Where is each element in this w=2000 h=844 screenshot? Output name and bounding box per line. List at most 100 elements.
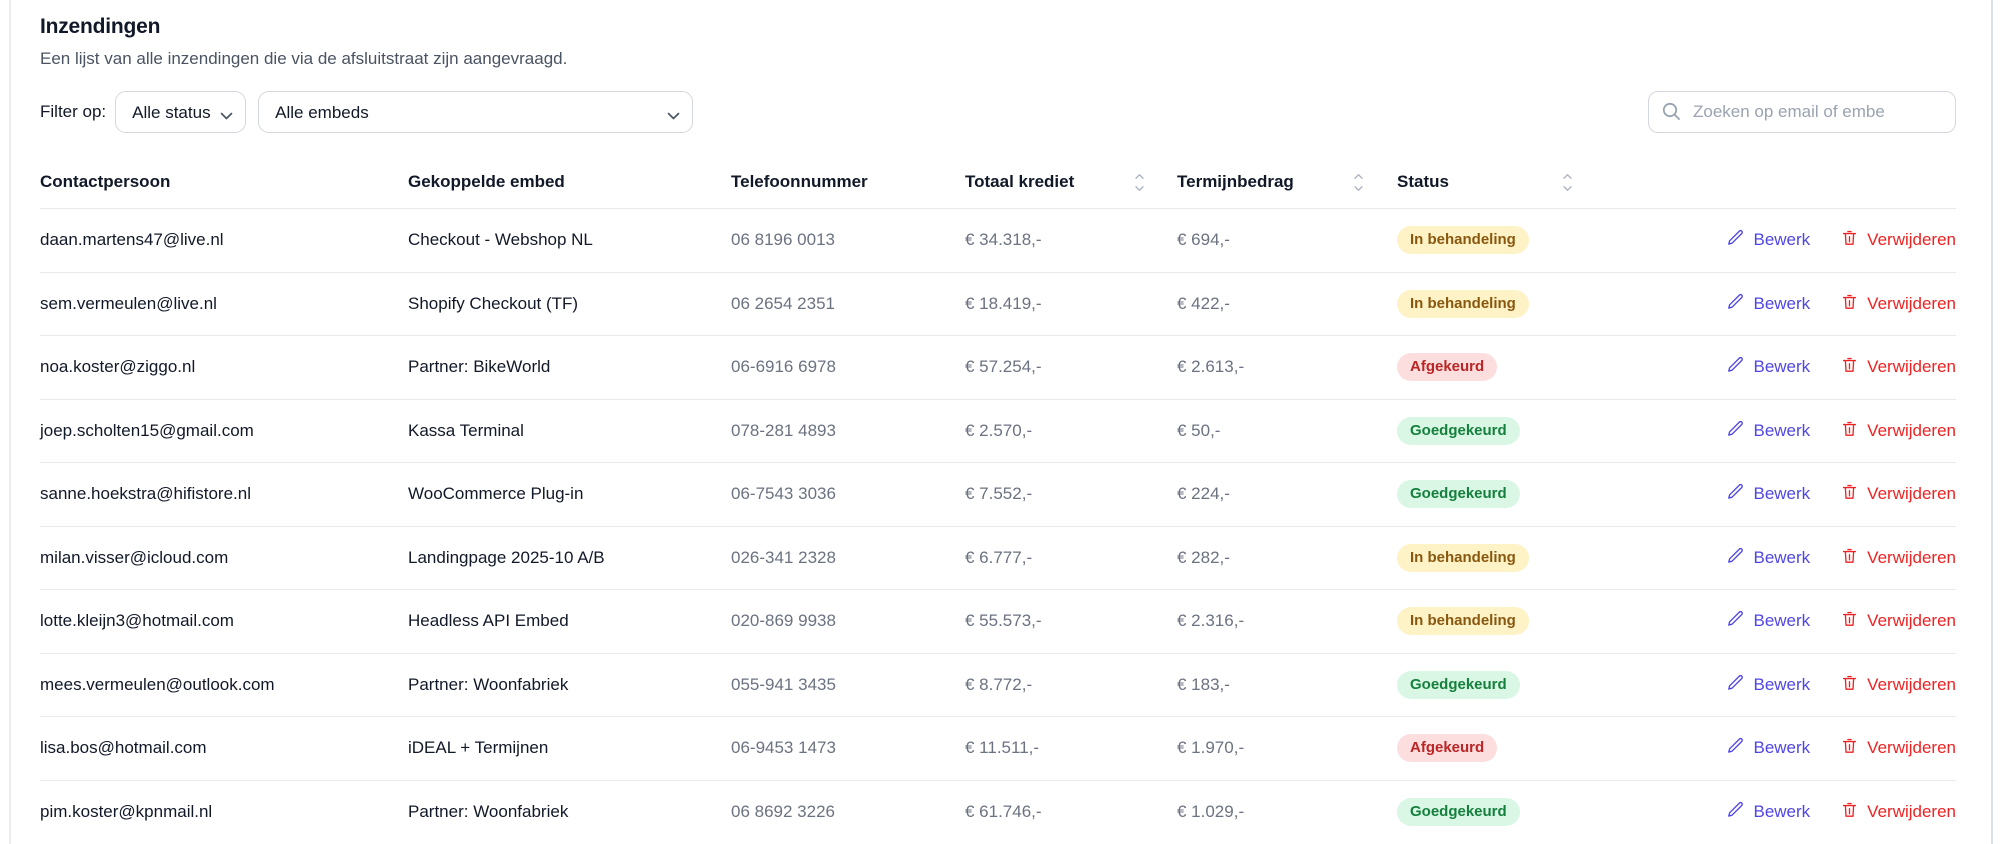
edit-label: Bewerk (1753, 547, 1811, 567)
edit-label: Bewerk (1753, 738, 1811, 758)
delete-button[interactable]: Verwijderen (1840, 546, 1956, 570)
table-row: daan.martens47@live.nl Checkout - Websho… (40, 208, 1956, 272)
col-header-status: Status (1397, 172, 1631, 192)
edit-button[interactable]: Bewerk (1726, 546, 1810, 570)
total-credit: € 11.511,- (965, 738, 1040, 758)
status-cell: In behandeling (1397, 226, 1631, 255)
linked-embed: Partner: Woonfabriek (408, 674, 569, 694)
phone-number: 06 8196 0013 (731, 230, 835, 250)
status-badge: In behandeling (1397, 226, 1529, 255)
status-cell: In behandeling (1397, 607, 1631, 636)
edit-button[interactable]: Bewerk (1726, 228, 1810, 252)
linked-embed: Partner: BikeWorld (408, 357, 551, 377)
contact-email: mees.vermeulen@outlook.com (40, 674, 275, 694)
total-credit: € 18.419,- (965, 293, 1042, 313)
edit-button[interactable]: Bewerk (1726, 609, 1810, 633)
contact-email: lisa.bos@hotmail.com (40, 738, 207, 758)
pencil-icon (1726, 546, 1745, 570)
delete-label: Verwijderen (1867, 293, 1956, 313)
embed-filter-select[interactable]: Alle embeds (258, 91, 694, 133)
status-badge: Goedgekeurd (1397, 797, 1520, 826)
contact-email: pim.koster@kpnmail.nl (40, 801, 213, 821)
delete-button[interactable]: Verwijderen (1840, 736, 1956, 760)
status-filter-select[interactable]: Alle statussen (115, 91, 247, 133)
table-row: milan.visser@icloud.com Landingpage 2025… (40, 525, 1956, 590)
edit-button[interactable]: Bewerk (1726, 800, 1810, 824)
term-amount: € 183,- (1177, 674, 1230, 694)
pencil-icon (1726, 673, 1745, 697)
delete-button[interactable]: Verwijderen (1840, 482, 1956, 506)
status-badge: In behandeling (1397, 607, 1529, 636)
total-credit: € 34.318,- (965, 230, 1042, 250)
table-row: noa.koster@ziggo.nl Partner: BikeWorld 0… (40, 335, 1956, 399)
delete-button[interactable]: Verwijderen (1840, 673, 1956, 697)
table-row: lisa.bos@hotmail.com iDEAL + Termijnen 0… (40, 716, 1956, 780)
linked-embed: Landingpage 2025-10 A/B (408, 547, 605, 567)
edit-label: Bewerk (1753, 420, 1811, 440)
sort-icon[interactable] (1562, 173, 1573, 192)
edit-label: Bewerk (1753, 293, 1811, 313)
trash-icon (1840, 546, 1859, 570)
table-header: Contactpersoon Gekoppelde embed Telefoon… (40, 158, 1956, 208)
term-amount: € 224,- (1177, 484, 1230, 504)
delete-button[interactable]: Verwijderen (1840, 609, 1956, 633)
total-credit: € 6.777,- (965, 547, 1033, 567)
row-actions: Bewerk Verwijderen (1631, 736, 1956, 760)
row-actions: Bewerk Verwijderen (1631, 546, 1956, 570)
linked-embed: Shopify Checkout (TF) (408, 293, 579, 313)
col-header-credit-label: Totaal krediet (965, 172, 1075, 191)
edit-button[interactable]: Bewerk (1726, 736, 1810, 760)
phone-number: 06-9453 1473 (731, 738, 836, 758)
linked-embed: WooCommerce Plug-in (408, 484, 584, 504)
total-credit: € 55.573,- (965, 611, 1042, 631)
trash-icon (1840, 609, 1859, 633)
term-amount: € 1.970,- (1177, 738, 1245, 758)
trash-icon (1840, 419, 1859, 443)
delete-button[interactable]: Verwijderen (1840, 292, 1956, 316)
page-subtitle: Een lijst van alle inzendingen die via d… (40, 49, 568, 68)
pencil-icon (1726, 482, 1745, 506)
table-row: joep.scholten15@gmail.com Kassa Terminal… (40, 398, 1956, 463)
trash-icon (1840, 482, 1859, 506)
delete-label: Verwijderen (1867, 674, 1956, 694)
phone-number: 06 2654 2351 (731, 293, 835, 313)
search-input[interactable] (1648, 91, 1956, 133)
status-badge: Goedgekeurd (1397, 670, 1520, 699)
total-credit: € 2.570,- (965, 420, 1033, 440)
edit-button[interactable]: Bewerk (1726, 673, 1810, 697)
edit-button[interactable]: Bewerk (1726, 355, 1810, 379)
pencil-icon (1726, 419, 1745, 443)
edit-button[interactable]: Bewerk (1726, 419, 1810, 443)
trash-icon (1840, 673, 1859, 697)
contact-email: sanne.hoekstra@hifistore.nl (40, 484, 251, 504)
delete-label: Verwijderen (1867, 611, 1956, 631)
delete-label: Verwijderen (1867, 738, 1956, 758)
term-amount: € 282,- (1177, 547, 1230, 567)
delete-button[interactable]: Verwijderen (1840, 419, 1956, 443)
delete-button[interactable]: Verwijderen (1840, 228, 1956, 252)
delete-label: Verwijderen (1867, 420, 1956, 440)
edit-label: Bewerk (1753, 674, 1811, 694)
col-header-embed: Gekoppelde embed (408, 172, 565, 191)
status-badge: Afgekeurd (1397, 734, 1498, 763)
edit-label: Bewerk (1753, 357, 1811, 377)
pencil-icon (1726, 736, 1745, 760)
sort-icon[interactable] (1353, 173, 1364, 192)
status-badge: Afgekeurd (1397, 353, 1498, 382)
contact-email: milan.visser@icloud.com (40, 547, 229, 567)
delete-button[interactable]: Verwijderen (1840, 355, 1956, 379)
term-amount: € 694,- (1177, 230, 1230, 250)
panel-left-edge (9, 0, 11, 844)
edit-button[interactable]: Bewerk (1726, 482, 1810, 506)
col-header-credit: Totaal krediet (965, 172, 1177, 192)
search-icon (1661, 101, 1682, 127)
linked-embed: Partner: Woonfabriek (408, 801, 569, 821)
edit-label: Bewerk (1753, 611, 1811, 631)
delete-button[interactable]: Verwijderen (1840, 800, 1956, 824)
phone-number: 026-341 2328 (731, 547, 836, 567)
status-badge: In behandeling (1397, 543, 1529, 572)
sort-icon[interactable] (1134, 173, 1145, 192)
row-actions: Bewerk Verwijderen (1631, 292, 1956, 316)
edit-button[interactable]: Bewerk (1726, 292, 1810, 316)
